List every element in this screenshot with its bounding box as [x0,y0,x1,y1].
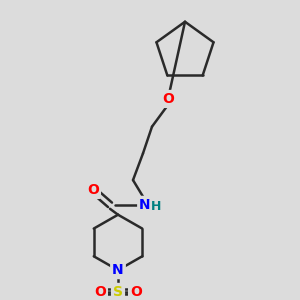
Text: H: H [151,200,161,213]
Text: N: N [112,263,124,277]
Text: N: N [139,198,151,212]
Text: S: S [113,285,123,299]
Text: O: O [130,285,142,299]
Text: O: O [94,285,106,299]
Text: O: O [87,183,99,197]
Text: O: O [162,92,174,106]
